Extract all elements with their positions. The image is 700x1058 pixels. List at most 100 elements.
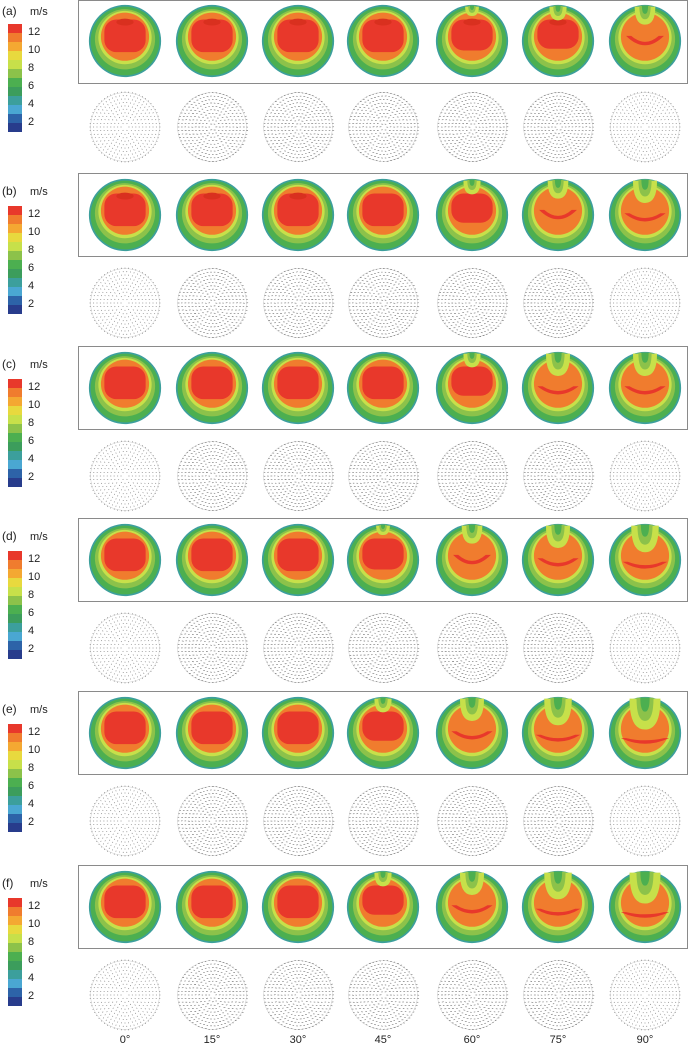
colorbar-unit: m/s bbox=[30, 6, 48, 18]
velocity-contour-disc bbox=[602, 690, 688, 776]
colorbar-segment bbox=[8, 105, 22, 114]
colorbar-segment bbox=[8, 641, 22, 650]
panel-label: (a) bbox=[2, 4, 17, 18]
colorbar-segment bbox=[8, 397, 22, 406]
velocity-contour-disc bbox=[429, 864, 515, 950]
velocity-vector-disc bbox=[169, 778, 255, 864]
colorbar-segment bbox=[8, 569, 22, 578]
colorbar-segment bbox=[8, 206, 22, 215]
colorbar-tick-label: 2 bbox=[28, 816, 35, 828]
colorbar-segment bbox=[8, 469, 22, 478]
colorbar-tick-label: 4 bbox=[28, 98, 35, 110]
velocity-contour-disc bbox=[515, 0, 601, 84]
velocity-vector-disc bbox=[602, 84, 688, 170]
colorbar-segment bbox=[8, 934, 22, 943]
colorbar-segment bbox=[8, 787, 22, 796]
colorbar-tick-label: 8 bbox=[28, 589, 35, 601]
colorbar-segment bbox=[8, 87, 22, 96]
angle-label: 60° bbox=[463, 1034, 481, 1046]
velocity-vector-disc bbox=[82, 605, 168, 691]
angle-label: 75° bbox=[549, 1034, 567, 1046]
velocity-vector-disc bbox=[340, 778, 426, 864]
colorbar bbox=[8, 206, 22, 314]
velocity-contour-disc bbox=[602, 517, 688, 603]
velocity-vector-disc bbox=[602, 433, 688, 519]
colorbar-segment bbox=[8, 778, 22, 787]
colorbar-segment bbox=[8, 60, 22, 69]
colorbar-segment bbox=[8, 260, 22, 269]
colorbar-tick-label: 4 bbox=[28, 280, 35, 292]
velocity-vector-disc bbox=[82, 433, 168, 519]
velocity-contour-disc bbox=[515, 345, 601, 431]
colorbar-unit: m/s bbox=[30, 359, 48, 371]
colorbar-tick-label: 2 bbox=[28, 643, 35, 655]
colorbar-tick-label: 12 bbox=[28, 553, 41, 565]
velocity-contour-disc bbox=[429, 172, 515, 258]
colorbar-tick-label: 6 bbox=[28, 435, 35, 447]
velocity-vector-disc bbox=[169, 952, 255, 1038]
colorbar-segment bbox=[8, 123, 22, 132]
velocity-vector-disc bbox=[602, 778, 688, 864]
colorbar-segment bbox=[8, 460, 22, 469]
colorbar-segment bbox=[8, 724, 22, 733]
colorbar-tick-label: 6 bbox=[28, 954, 35, 966]
colorbar-segment bbox=[8, 814, 22, 823]
colorbar-segment bbox=[8, 605, 22, 614]
velocity-contour-disc bbox=[169, 172, 255, 258]
colorbar-segment bbox=[8, 961, 22, 970]
colorbar-tick-label: 8 bbox=[28, 62, 35, 74]
velocity-contour-disc bbox=[82, 690, 168, 776]
velocity-contour-disc bbox=[255, 345, 341, 431]
velocity-vector-disc bbox=[255, 952, 341, 1038]
velocity-contour-disc bbox=[169, 517, 255, 603]
angle-label: 90° bbox=[636, 1034, 654, 1046]
colorbar-segment bbox=[8, 287, 22, 296]
colorbar-segment bbox=[8, 478, 22, 487]
colorbar-unit: m/s bbox=[30, 878, 48, 890]
colorbar-segment bbox=[8, 406, 22, 415]
angle-label: 0° bbox=[119, 1034, 131, 1046]
velocity-contour-disc bbox=[82, 172, 168, 258]
colorbar-tick-label: 12 bbox=[28, 726, 41, 738]
velocity-vector-disc bbox=[429, 84, 515, 170]
velocity-contour-disc bbox=[82, 0, 168, 84]
colorbar-tick-label: 10 bbox=[28, 226, 41, 238]
colorbar-tick-label: 10 bbox=[28, 744, 41, 756]
velocity-contour-disc bbox=[82, 517, 168, 603]
velocity-vector-disc bbox=[82, 778, 168, 864]
contour-row-frame bbox=[78, 691, 688, 775]
colorbar-tick-label: 2 bbox=[28, 298, 35, 310]
velocity-vector-disc bbox=[255, 260, 341, 346]
colorbar-tick-label: 8 bbox=[28, 936, 35, 948]
panel-f: (f) m/s 12 10 8 6 4 2 bbox=[0, 862, 700, 1037]
colorbar-tick-label: 6 bbox=[28, 780, 35, 792]
colorbar-segment bbox=[8, 388, 22, 397]
velocity-contour-disc bbox=[429, 345, 515, 431]
angle-label: 30° bbox=[289, 1034, 307, 1046]
velocity-contour-disc bbox=[602, 345, 688, 431]
colorbar-segment bbox=[8, 424, 22, 433]
velocity-contour-disc bbox=[429, 517, 515, 603]
contour-row-frame bbox=[78, 173, 688, 257]
colorbar-tick-label: 4 bbox=[28, 453, 35, 465]
colorbar-segment bbox=[8, 632, 22, 641]
colorbar-tick-label: 6 bbox=[28, 80, 35, 92]
velocity-contour-disc bbox=[515, 864, 601, 950]
contour-row-frame bbox=[78, 346, 688, 430]
velocity-vector-disc bbox=[340, 605, 426, 691]
colorbar-segment bbox=[8, 305, 22, 314]
velocity-vector-disc bbox=[82, 952, 168, 1038]
colorbar bbox=[8, 898, 22, 1006]
velocity-contour-disc bbox=[169, 864, 255, 950]
velocity-vector-disc bbox=[169, 260, 255, 346]
angle-label: 15° bbox=[203, 1034, 221, 1046]
colorbar-segment bbox=[8, 578, 22, 587]
angle-label: 45° bbox=[374, 1034, 392, 1046]
colorbar-segment bbox=[8, 596, 22, 605]
colorbar-segment bbox=[8, 943, 22, 952]
velocity-vector-disc bbox=[602, 605, 688, 691]
colorbar-segment bbox=[8, 78, 22, 87]
colorbar-segment bbox=[8, 751, 22, 760]
colorbar-segment bbox=[8, 296, 22, 305]
